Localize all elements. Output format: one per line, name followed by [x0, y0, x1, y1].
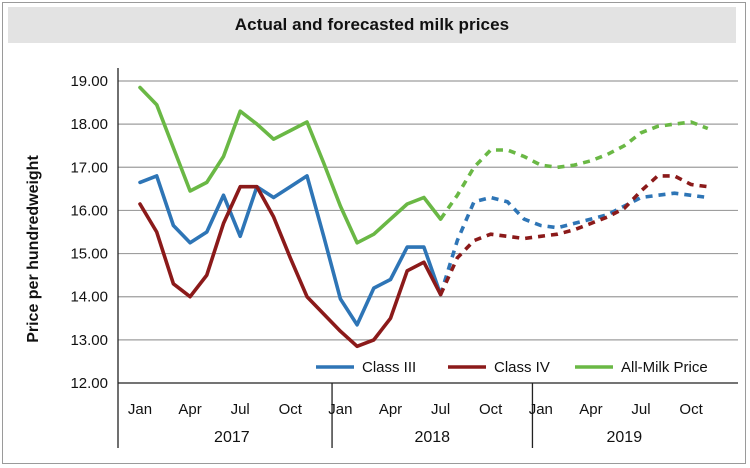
grid-lines — [118, 80, 738, 341]
series-line-all-milk-price-actual — [138, 85, 443, 245]
y-tick-label: 16.00 — [70, 202, 108, 219]
x-tick-labels: Jan Apr Jul Oct Jan Apr Jul Oct Jan Apr Jul Oct — [128, 401, 704, 418]
legend-label: All-Milk Price — [621, 359, 708, 376]
x-tick-label: Jul — [431, 401, 450, 418]
axes — [117, 68, 738, 448]
x-tick-label: Jan — [328, 401, 352, 418]
series-line-class-iii-forecast — [438, 191, 709, 296]
y-tick-labels: 12.00 13.00 14.00 15.00 16.00 17.00 18.00 19.00 — [70, 73, 108, 392]
chart-title-bar: Actual and forecasted milk prices — [8, 7, 736, 43]
x-tick-label: Apr — [379, 401, 402, 418]
year-label: 2019 — [607, 429, 643, 446]
series-line-all-milk-price-forecast — [439, 120, 709, 221]
y-tick-label: 19.00 — [70, 73, 108, 90]
year-label: 2018 — [414, 429, 450, 446]
series-line-class-iv-actual — [138, 184, 443, 349]
x-tick-label: Apr — [178, 401, 201, 418]
x-tick-label: Apr — [579, 401, 602, 418]
year-label: 2017 — [214, 429, 250, 446]
x-tick-label: Oct — [679, 401, 703, 418]
chart-title: Actual and forecasted milk prices — [234, 15, 510, 34]
year-labels: 2017 2018 2019 — [214, 429, 642, 446]
y-tick-label: 17.00 — [70, 159, 108, 176]
legend-label: Class IV — [494, 359, 550, 376]
x-tick-label: Jul — [631, 401, 650, 418]
x-tick-label: Jul — [231, 401, 250, 418]
y-tick-label: 12.00 — [70, 375, 108, 392]
series-lines — [138, 85, 709, 349]
y-tick-label: 13.00 — [70, 332, 108, 349]
y-tick-label: 14.00 — [70, 289, 108, 306]
x-tick-label: Oct — [479, 401, 503, 418]
x-tick-label: Jan — [529, 401, 553, 418]
legend-label: Class III — [362, 359, 416, 376]
x-tick-label: Oct — [279, 401, 303, 418]
y-tick-label: 15.00 — [70, 246, 108, 263]
y-axis-label: Price per hundredweight — [25, 155, 42, 343]
series-line-class-iii-actual — [138, 174, 443, 327]
series-line-class-iv-forecast — [438, 174, 709, 296]
legend: Class III Class IV All-Milk Price — [316, 359, 708, 376]
x-tick-label: Jan — [128, 401, 152, 418]
y-tick-label: 18.00 — [70, 116, 108, 133]
